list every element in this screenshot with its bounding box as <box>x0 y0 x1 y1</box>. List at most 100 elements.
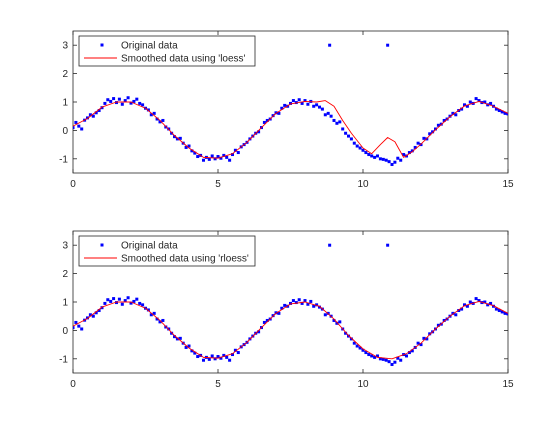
x-tick-label: 0 <box>70 179 76 190</box>
data-point <box>494 107 498 111</box>
data-point <box>138 301 142 305</box>
data-point <box>344 331 348 335</box>
data-point <box>280 106 284 110</box>
data-point <box>460 307 464 311</box>
data-point <box>384 158 388 162</box>
data-point <box>97 109 101 113</box>
data-point <box>219 356 223 360</box>
data-point <box>463 103 466 107</box>
data-point <box>222 153 226 157</box>
data-point <box>303 99 307 103</box>
legend-label: Smoothed data using 'loess' <box>121 54 246 65</box>
data-point <box>141 303 145 307</box>
data-point <box>468 100 472 104</box>
data-point <box>381 357 385 361</box>
data-point <box>103 301 107 305</box>
data-point <box>413 145 417 149</box>
data-point <box>460 107 464 111</box>
data-point <box>500 310 504 314</box>
data-point <box>349 137 353 141</box>
data-point <box>465 304 469 308</box>
data-point <box>257 330 261 334</box>
legend-label: Smoothed data using 'rloess' <box>121 254 249 265</box>
data-point <box>80 327 84 331</box>
data-point <box>132 299 136 303</box>
x-tick-label: 15 <box>502 379 514 390</box>
data-point <box>173 135 176 139</box>
data-point <box>178 336 182 340</box>
data-point <box>94 111 98 115</box>
data-point <box>126 296 130 300</box>
data-point <box>80 127 84 131</box>
x-tick-label: 5 <box>215 179 221 190</box>
data-point <box>384 358 388 362</box>
data-point <box>474 97 478 101</box>
data-point <box>312 304 316 308</box>
data-point <box>451 111 455 115</box>
data-point <box>120 302 124 306</box>
data-point <box>436 123 440 127</box>
data-point <box>422 336 426 340</box>
data-point <box>448 114 452 118</box>
data-point <box>289 101 292 105</box>
legend: Original data Smoothed data using 'rloess… <box>78 235 256 267</box>
x-tick-label: 10 <box>357 379 369 390</box>
data-point <box>277 111 281 115</box>
data-point <box>73 326 75 330</box>
data-point <box>257 130 261 134</box>
legend: Original data Smoothed data using 'loess' <box>78 35 256 67</box>
data-point <box>152 111 156 115</box>
y-tick-label: -1 <box>59 154 68 165</box>
data-point <box>483 100 487 104</box>
data-point <box>465 104 469 108</box>
data-point <box>152 311 156 315</box>
data-point <box>225 355 229 359</box>
data-point <box>193 351 197 355</box>
data-point <box>407 351 411 355</box>
data-point <box>500 110 504 114</box>
data-point <box>390 362 394 366</box>
x-tick-label: 0 <box>70 379 76 390</box>
legend-label: Original data <box>121 241 178 252</box>
data-point <box>396 156 400 160</box>
data-point <box>91 114 95 118</box>
y-tick-label: 0 <box>62 326 68 337</box>
y-tick-label: 3 <box>62 241 68 252</box>
data-point <box>454 313 458 317</box>
data-point <box>158 320 162 324</box>
data-point <box>361 148 365 152</box>
data-point <box>489 301 493 305</box>
data-point <box>309 299 313 303</box>
data-point <box>94 311 98 315</box>
data-point <box>141 103 145 107</box>
data-point <box>173 335 176 339</box>
data-point <box>207 157 211 161</box>
data-point <box>297 298 301 302</box>
data-point <box>109 99 113 103</box>
data-point <box>207 357 211 361</box>
data-point <box>355 144 359 148</box>
data-point <box>399 358 403 362</box>
data-point <box>442 118 446 122</box>
data-point <box>468 300 472 304</box>
data-point <box>149 113 153 117</box>
data-point <box>178 136 182 140</box>
data-point <box>149 313 153 317</box>
data-point <box>457 309 461 313</box>
data-point <box>410 149 414 153</box>
data-point <box>338 120 342 124</box>
data-point <box>120 102 124 106</box>
data-point <box>326 111 330 115</box>
data-point <box>170 131 174 135</box>
data-point <box>376 354 379 358</box>
data-point <box>318 305 321 309</box>
data-point <box>425 337 429 341</box>
data-point <box>115 101 118 105</box>
data-point <box>492 304 495 308</box>
data-point <box>454 113 458 117</box>
data-point <box>503 111 507 115</box>
data-point <box>373 355 377 359</box>
data-point <box>335 321 339 325</box>
data-point <box>132 99 136 103</box>
